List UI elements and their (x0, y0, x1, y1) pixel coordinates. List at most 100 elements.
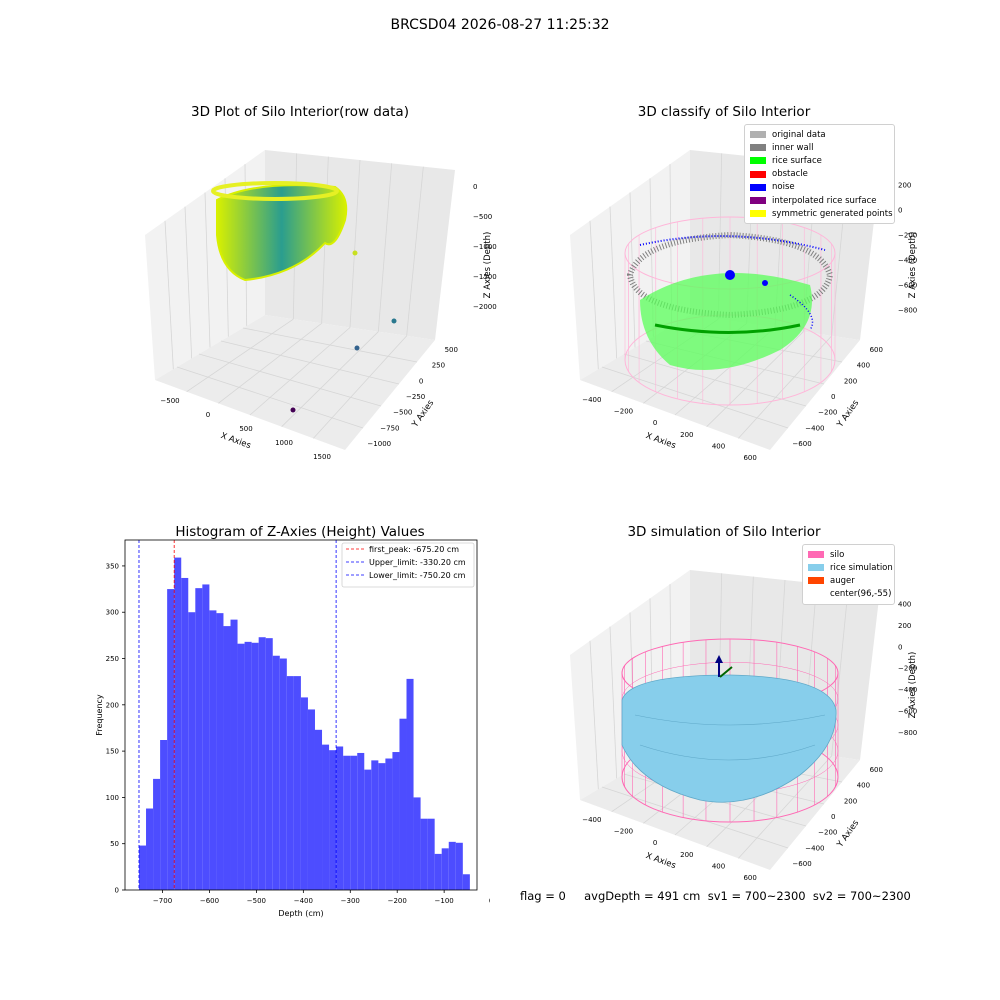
y-tick-label: 200 (844, 797, 857, 805)
legend-item: inner wall (750, 141, 889, 154)
x-tick-label: −400 (582, 816, 601, 824)
legend-item: noise (750, 181, 889, 194)
x-tick-label: 0 (206, 411, 210, 419)
y-tick-label: −400 (805, 844, 824, 852)
legend-label: rice simulation (830, 562, 893, 573)
rim-points (211, 181, 339, 201)
y-tick-label: 400 (857, 362, 870, 370)
x-tick-label: −500 (247, 897, 266, 905)
grid-line (738, 335, 832, 439)
x-tick-label: −700 (153, 897, 172, 905)
y-tick-label: −500 (393, 409, 412, 417)
z-tick-label: 0 (898, 643, 902, 651)
y-tick-label: 0 (419, 377, 423, 385)
y-tick-label: 0 (831, 813, 835, 821)
x-tick-label: 600 (743, 454, 756, 462)
legend-label: original data (772, 129, 826, 140)
x-tick-label: 0 (653, 419, 657, 427)
x-axis-label: X Axies (644, 431, 677, 451)
histogram-bar (307, 709, 315, 890)
x-tick-label: −400 (582, 396, 601, 404)
z-tick-label: −800 (898, 307, 917, 315)
histogram-bar (195, 588, 203, 890)
x-tick-label: 1500 (313, 453, 331, 461)
x-axis-label: X Axies (644, 851, 677, 871)
x-axis-label: X Axies (219, 431, 252, 451)
legend-swatch (750, 170, 766, 178)
histogram-bar (188, 612, 196, 890)
grid-line (609, 206, 618, 359)
histogram-bar (160, 740, 168, 890)
histogram-chart[interactable]: −700 −600 −500 −400 −300 −200 −100 0 0 50 100 150 20… (80, 535, 490, 920)
noise-points (789, 294, 814, 331)
legend-label: silo (830, 549, 845, 560)
z-tick-label: −600 (898, 282, 917, 290)
y-tick-label: 50 (110, 840, 119, 848)
z-tick-label: −1500 (473, 273, 497, 281)
panel4-3d-plot[interactable]: −400−2000200400600−600−400−2000200400600… (560, 545, 930, 880)
histogram-bar (230, 619, 238, 890)
histogram-bar (279, 658, 287, 890)
histogram-bar (167, 589, 175, 890)
histogram-bar (392, 752, 400, 890)
histogram-bar (293, 676, 301, 890)
y-tick-label: −400 (805, 424, 824, 432)
y-axis-label: Y Axies (835, 818, 862, 850)
legend-swatch (750, 131, 766, 139)
legend-item: interpolated rice surface (750, 194, 889, 207)
y-tick-label: −600 (792, 440, 811, 448)
histogram-bar (343, 755, 351, 890)
z-axis-label: Z Axies (Depth) (908, 232, 918, 299)
panel2-title: 3D classify of Silo Interior (637, 104, 811, 120)
x-tick-label: −300 (341, 897, 360, 905)
grid-line (629, 192, 636, 348)
y-tick-label: 350 (106, 562, 119, 570)
y-tick-label: −200 (818, 829, 837, 837)
histogram-bar (378, 763, 386, 890)
histogram-bar (265, 638, 273, 890)
x-tick-label: −500 (160, 397, 179, 405)
plot-frame (124, 539, 478, 891)
grid-line (589, 220, 599, 370)
histogram-bar (181, 577, 189, 890)
histogram-bar (322, 744, 330, 890)
histogram-legend (341, 542, 475, 588)
panel1-3d-plot[interactable]: −500050010001500−1000−750−500−2500250500… (135, 125, 505, 470)
x-tick-label: 200 (680, 851, 693, 859)
z-tick-label: −1000 (473, 243, 497, 251)
y-tick-label: 500 (445, 346, 458, 354)
panel2-legend: original data inner wall rice surface obsta… (744, 124, 895, 225)
histogram-bar (329, 750, 337, 890)
grid-line (186, 318, 294, 392)
y-tick-label: 150 (106, 748, 119, 756)
rice-surface-edge (654, 323, 801, 334)
z-tick-label: −2000 (473, 303, 497, 311)
histogram-bar (300, 697, 308, 890)
histogram-bar (146, 808, 154, 890)
y-axis-label: Y Axies (410, 398, 437, 430)
x-tick-label: 1000 (275, 439, 293, 447)
grid-line (242, 327, 418, 363)
z-tick-label: −400 (898, 686, 917, 694)
z-tick-label: 0 (473, 183, 477, 191)
z-tick-label: −600 (898, 708, 917, 716)
histogram-bar (237, 643, 245, 890)
grid-line (313, 335, 407, 439)
y-axis-label: Frequency (95, 694, 104, 736)
panel2-3d-plot[interactable]: −400−2000200400600−600−400−2000200400600… (560, 125, 930, 470)
y-tick-label: 600 (870, 346, 883, 354)
noise-points-rim (639, 235, 826, 251)
histogram-bar (286, 676, 294, 890)
grid-line (706, 331, 804, 427)
histogram-bar (357, 752, 365, 890)
auger-marker (719, 666, 733, 678)
legend-swatch (808, 564, 824, 572)
noise-cluster (725, 270, 735, 280)
histogram-bar (406, 678, 414, 890)
histogram-bar (371, 760, 379, 890)
legend-item: obstacle (750, 168, 889, 181)
legend-label: interpolated rice surface (772, 195, 877, 206)
histogram-bar (385, 758, 393, 890)
histogram-bar (420, 818, 428, 890)
z-tick-label: −200 (898, 232, 917, 240)
